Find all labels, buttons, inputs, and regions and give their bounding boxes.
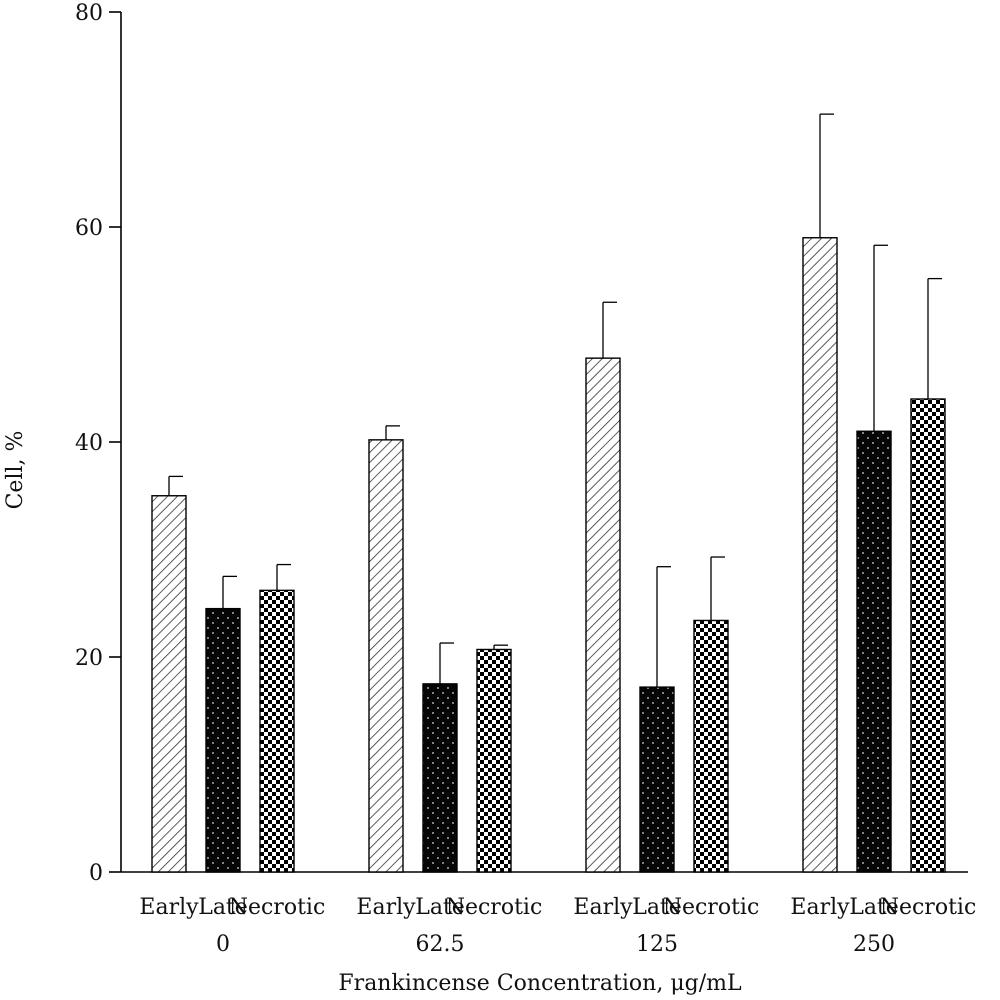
bar-late-125 (639, 686, 675, 873)
bar-early-250 (802, 237, 838, 873)
x-category-label: Early (573, 895, 633, 920)
bar-necrotic-0 (259, 589, 295, 873)
x-category-label: Necrotic (229, 895, 326, 920)
x-category-label: Necrotic (663, 895, 760, 920)
x-category-label: Necrotic (446, 895, 543, 920)
bar-necrotic-62.5 (476, 648, 512, 873)
bar-necrotic-125 (693, 619, 729, 873)
bar-early-125 (585, 357, 621, 873)
y-tick-label: 60 (75, 216, 103, 241)
bar-necrotic-250 (910, 398, 946, 873)
bar-early-0 (151, 495, 187, 873)
x-category-label: Late (415, 895, 465, 920)
bar-late-0 (205, 607, 241, 873)
y-tick-label: 0 (89, 861, 103, 886)
x-group-label: 250 (853, 932, 895, 957)
y-tick-label: 80 (75, 1, 103, 26)
bar-late-250 (856, 430, 892, 873)
bars (151, 113, 946, 873)
y-tick-label: 20 (75, 646, 103, 671)
x-group-label: 125 (636, 932, 678, 957)
x-axis-title: Frankincense Concentration, μg/mL (338, 971, 742, 996)
x-category-label: Early (356, 895, 416, 920)
x-group-label: 0 (216, 932, 230, 957)
x-category-label: Late (849, 895, 899, 920)
y-tick-label: 40 (75, 431, 103, 456)
x-category-label: Late (632, 895, 682, 920)
bar-early-62.5 (368, 439, 404, 873)
y-axis-title: Cell, % (3, 431, 28, 510)
x-category-label: Necrotic (880, 895, 977, 920)
x-category-label: Late (198, 895, 248, 920)
x-group-label: 62.5 (416, 932, 465, 957)
x-category-label: Early (790, 895, 850, 920)
x-category-label: Early (139, 895, 199, 920)
bar-late-62.5 (422, 683, 458, 873)
